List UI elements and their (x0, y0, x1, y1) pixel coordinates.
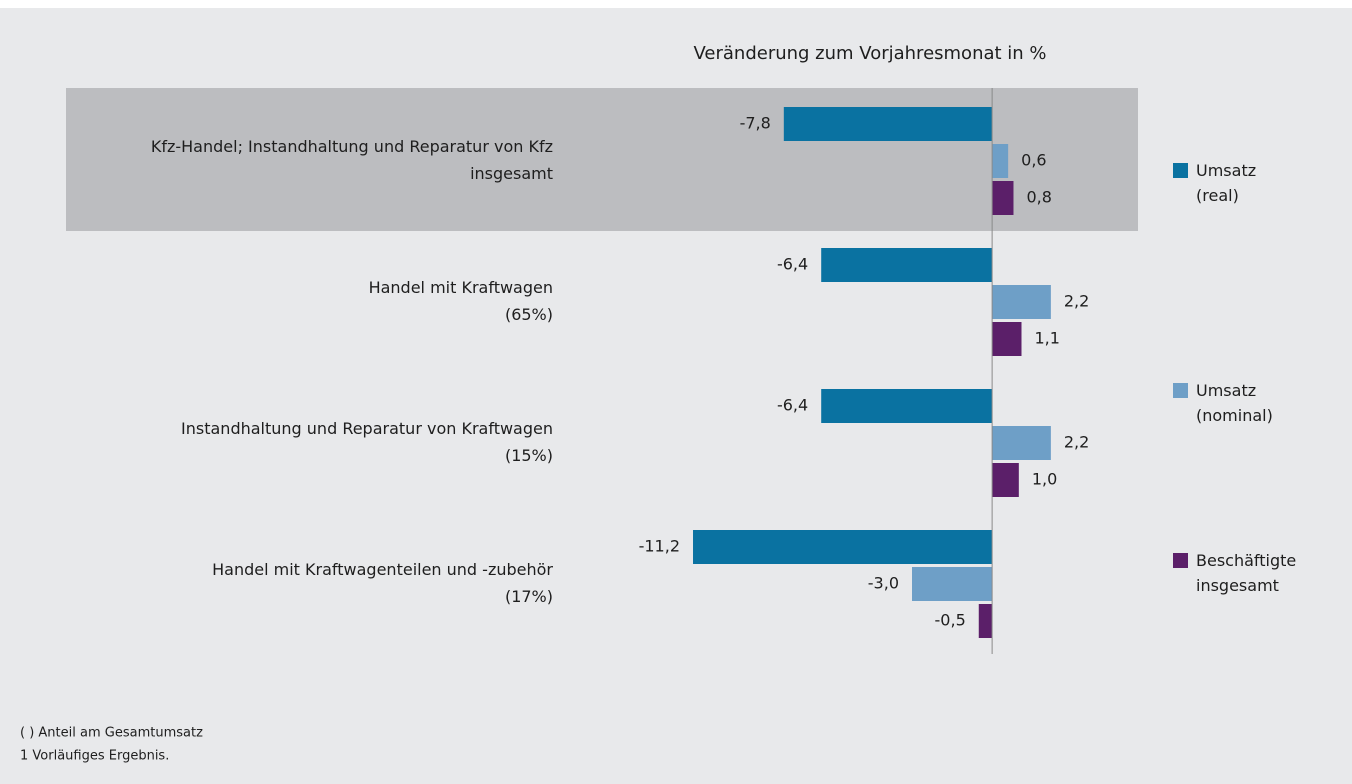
bar (992, 426, 1051, 460)
category-label: Kfz-Handel; Instandhaltung und Reparatur… (151, 137, 553, 156)
value-label: 2,2 (1064, 292, 1089, 311)
legend-item: Umsatz (real) (1173, 158, 1256, 208)
legend-item: Beschäftigte insgesamt (1173, 548, 1296, 598)
value-label: -7,8 (740, 114, 771, 133)
top-strip (0, 0, 1352, 8)
footnote: ( ) Anteil am Gesamtumsatz (20, 726, 203, 741)
bar (912, 567, 993, 601)
legend-swatch (1173, 553, 1188, 568)
category-label: Handel mit Kraftwagenteilen und -zubehör (212, 560, 553, 579)
category-label: Instandhaltung und Reparatur von Kraftwa… (181, 419, 553, 438)
legend-label: Umsatz (real) (1196, 161, 1257, 205)
bar (992, 285, 1051, 319)
value-label: 0,6 (1021, 151, 1046, 170)
legend-label: Beschäftigte insgesamt (1196, 551, 1297, 595)
chart-title: Veränderung zum Vorjahresmonat in % (693, 43, 1046, 64)
footnote: 1 Vorläufiges Ergebnis. (20, 749, 169, 764)
value-label: -11,2 (639, 537, 680, 556)
bar (821, 389, 993, 423)
bar (783, 107, 993, 141)
bar (821, 248, 993, 282)
value-label: -6,4 (777, 255, 808, 274)
legend-item: Umsatz (nominal) (1173, 378, 1273, 428)
bar (693, 530, 993, 564)
value-label: 1,1 (1034, 329, 1059, 348)
legend-swatch (1173, 383, 1188, 398)
value-label: 2,2 (1064, 433, 1089, 452)
legend-label: Umsatz (nominal) (1196, 381, 1273, 425)
value-label: 1,0 (1032, 470, 1057, 489)
bar (992, 322, 1022, 356)
category-label: Handel mit Kraftwagen (369, 278, 553, 297)
category-label: (17%) (505, 587, 553, 606)
bar (992, 181, 1014, 215)
value-label: -6,4 (777, 396, 808, 415)
category-label: (65%) (505, 305, 553, 324)
bar (992, 463, 1019, 497)
value-label: -3,0 (868, 574, 899, 593)
category-label: (15%) (505, 446, 553, 465)
bar (992, 144, 1009, 178)
legend-swatch (1173, 163, 1188, 178)
value-label: -0,5 (935, 611, 966, 630)
bar (978, 604, 993, 638)
value-label: 0,8 (1026, 188, 1051, 207)
category-label: insgesamt (470, 164, 553, 183)
